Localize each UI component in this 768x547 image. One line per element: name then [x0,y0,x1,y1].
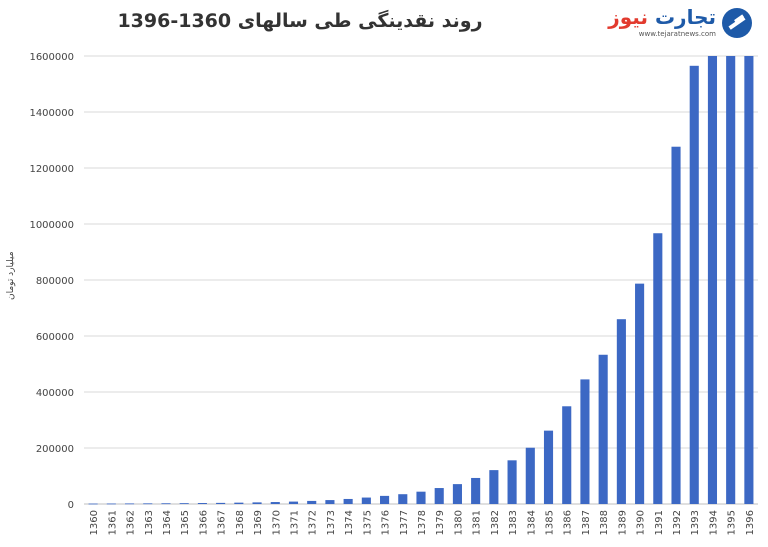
bar-1370 [270,502,280,504]
bar-1382 [489,470,499,504]
bar-1385 [543,430,554,504]
bar-1390 [635,283,645,504]
y-tick-label: 1000000 [29,220,74,231]
x-tick-label: 1370 [271,510,282,535]
x-tick-label: 1394 [708,510,719,535]
y-tick-label: 200000 [36,444,74,455]
logo-name: تجارت نیوز [608,5,716,29]
bar-1388 [598,354,608,504]
y-tick-label: 400000 [36,388,74,399]
x-tick-label: 1361 [107,510,118,535]
x-tick-label: 1379 [435,510,446,535]
y-tick-label: 1600000 [29,52,74,63]
logo-name-part1: تجارت [654,5,716,29]
bar-1362 [124,503,135,505]
x-tick-label: 1395 [727,510,738,535]
x-tick-label: 1385 [545,510,556,535]
bar-1392 [671,146,681,504]
x-tick-label: 1386 [563,510,574,535]
y-tick-label: 1400000 [29,108,74,119]
x-tick-label: 1363 [144,510,155,535]
brand-logo: تجارت نیوز www.tejaratnews.com [604,4,758,42]
y-tick-label: 1200000 [29,164,74,175]
x-tick-label: 1360 [89,510,100,535]
x-tick-label: 1392 [672,510,683,535]
bar-1366 [197,503,207,504]
bar-1379 [434,488,444,504]
x-tick-label: 1362 [126,510,137,535]
bar-1373 [325,500,335,504]
x-tick-label: 1391 [654,510,665,535]
bar-1394 [707,56,718,504]
bar-1363 [143,503,153,505]
x-tick-label: 1388 [599,510,610,535]
x-tick-label: 1378 [417,510,428,535]
x-tick-label: 1365 [180,510,191,535]
bar-1386 [562,406,572,504]
bar-1375 [361,497,371,504]
x-tick-label: 1374 [344,510,355,535]
bar-1389 [616,319,626,504]
x-tick-label: 1373 [326,510,337,535]
logo-url: www.tejaratnews.com [638,30,716,38]
bar-1372 [307,500,317,504]
bar-1365 [179,503,189,504]
x-tick-label: 1368 [235,510,246,535]
x-tick-label: 1377 [399,510,410,535]
x-tick-label: 1396 [745,510,756,535]
bar-1387 [580,379,590,504]
bar-1374 [343,498,353,504]
bar-1368 [234,502,244,504]
x-tick-label: 1372 [308,510,319,535]
x-tick-label: 1367 [217,510,228,535]
bar-1383 [507,460,517,504]
bar-1384 [525,447,535,504]
x-tick-label: 1390 [636,510,647,535]
chart-title: روند نقدینگی طی سالهای 1360-1396 [117,10,483,32]
bar-1381 [471,477,481,504]
x-tick-label: 1366 [198,510,209,535]
x-tick-label: 1389 [617,510,628,535]
x-tick-label: 1369 [253,510,264,535]
y-tick-label: 800000 [36,276,74,287]
bar-1376 [380,495,390,504]
y-tick-label: 0 [68,500,74,511]
x-tick-label: 1380 [453,510,464,535]
x-tick-label: 1384 [526,510,537,535]
x-tick-label: 1387 [581,510,592,535]
logo-name-part2: نیوز [608,5,648,29]
bar-1360 [88,503,98,505]
x-tick-label: 1381 [472,510,483,535]
x-tick-label: 1383 [508,510,519,535]
x-tick-label: 1364 [162,510,173,535]
y-tick-label: 600000 [36,332,74,343]
bar-1378 [416,491,426,504]
bar-1367 [216,502,226,504]
bar-1371 [288,501,299,504]
bar-1391 [653,233,663,505]
x-tick-label: 1376 [381,510,392,535]
bar-1377 [398,494,408,504]
x-tick-label: 1375 [362,510,373,535]
x-tick-label: 1393 [690,510,701,535]
x-tick-label: 1371 [289,510,300,535]
bar-1393 [689,65,699,505]
x-tick-label: 1382 [490,510,501,535]
bar-1380 [452,484,462,504]
bar-1395 [726,56,736,504]
bar-1396 [744,56,754,504]
bar-1361 [106,503,116,505]
logo-icon [722,8,752,38]
bar-1364 [161,503,171,505]
bar-1369 [252,502,262,504]
